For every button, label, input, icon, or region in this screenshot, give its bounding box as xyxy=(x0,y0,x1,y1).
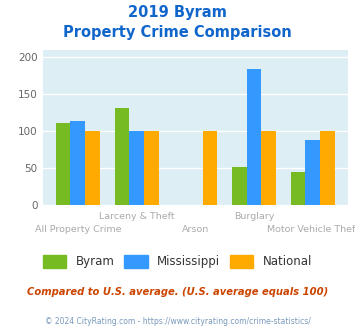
Bar xyxy=(129,131,144,205)
Bar xyxy=(291,172,305,205)
Bar xyxy=(247,69,261,205)
Bar xyxy=(85,131,100,205)
Text: Arson: Arson xyxy=(182,225,209,234)
Text: Compared to U.S. average. (U.S. average equals 100): Compared to U.S. average. (U.S. average … xyxy=(27,287,328,297)
Bar xyxy=(144,131,159,205)
Text: Burglary: Burglary xyxy=(234,213,274,221)
Bar xyxy=(56,123,71,205)
Bar xyxy=(203,131,217,205)
Legend: Byram, Mississippi, National: Byram, Mississippi, National xyxy=(38,250,317,273)
Text: Property Crime Comparison: Property Crime Comparison xyxy=(63,25,292,40)
Bar xyxy=(115,108,129,205)
Text: © 2024 CityRating.com - https://www.cityrating.com/crime-statistics/: © 2024 CityRating.com - https://www.city… xyxy=(45,317,310,326)
Bar xyxy=(71,121,85,205)
Text: All Property Crime: All Property Crime xyxy=(34,225,121,234)
Text: 2019 Byram: 2019 Byram xyxy=(128,5,227,20)
Text: Larceny & Theft: Larceny & Theft xyxy=(99,213,174,221)
Bar xyxy=(232,167,247,205)
Bar xyxy=(320,131,335,205)
Text: Motor Vehicle Theft: Motor Vehicle Theft xyxy=(267,225,355,234)
Bar xyxy=(305,140,320,205)
Bar xyxy=(261,131,276,205)
